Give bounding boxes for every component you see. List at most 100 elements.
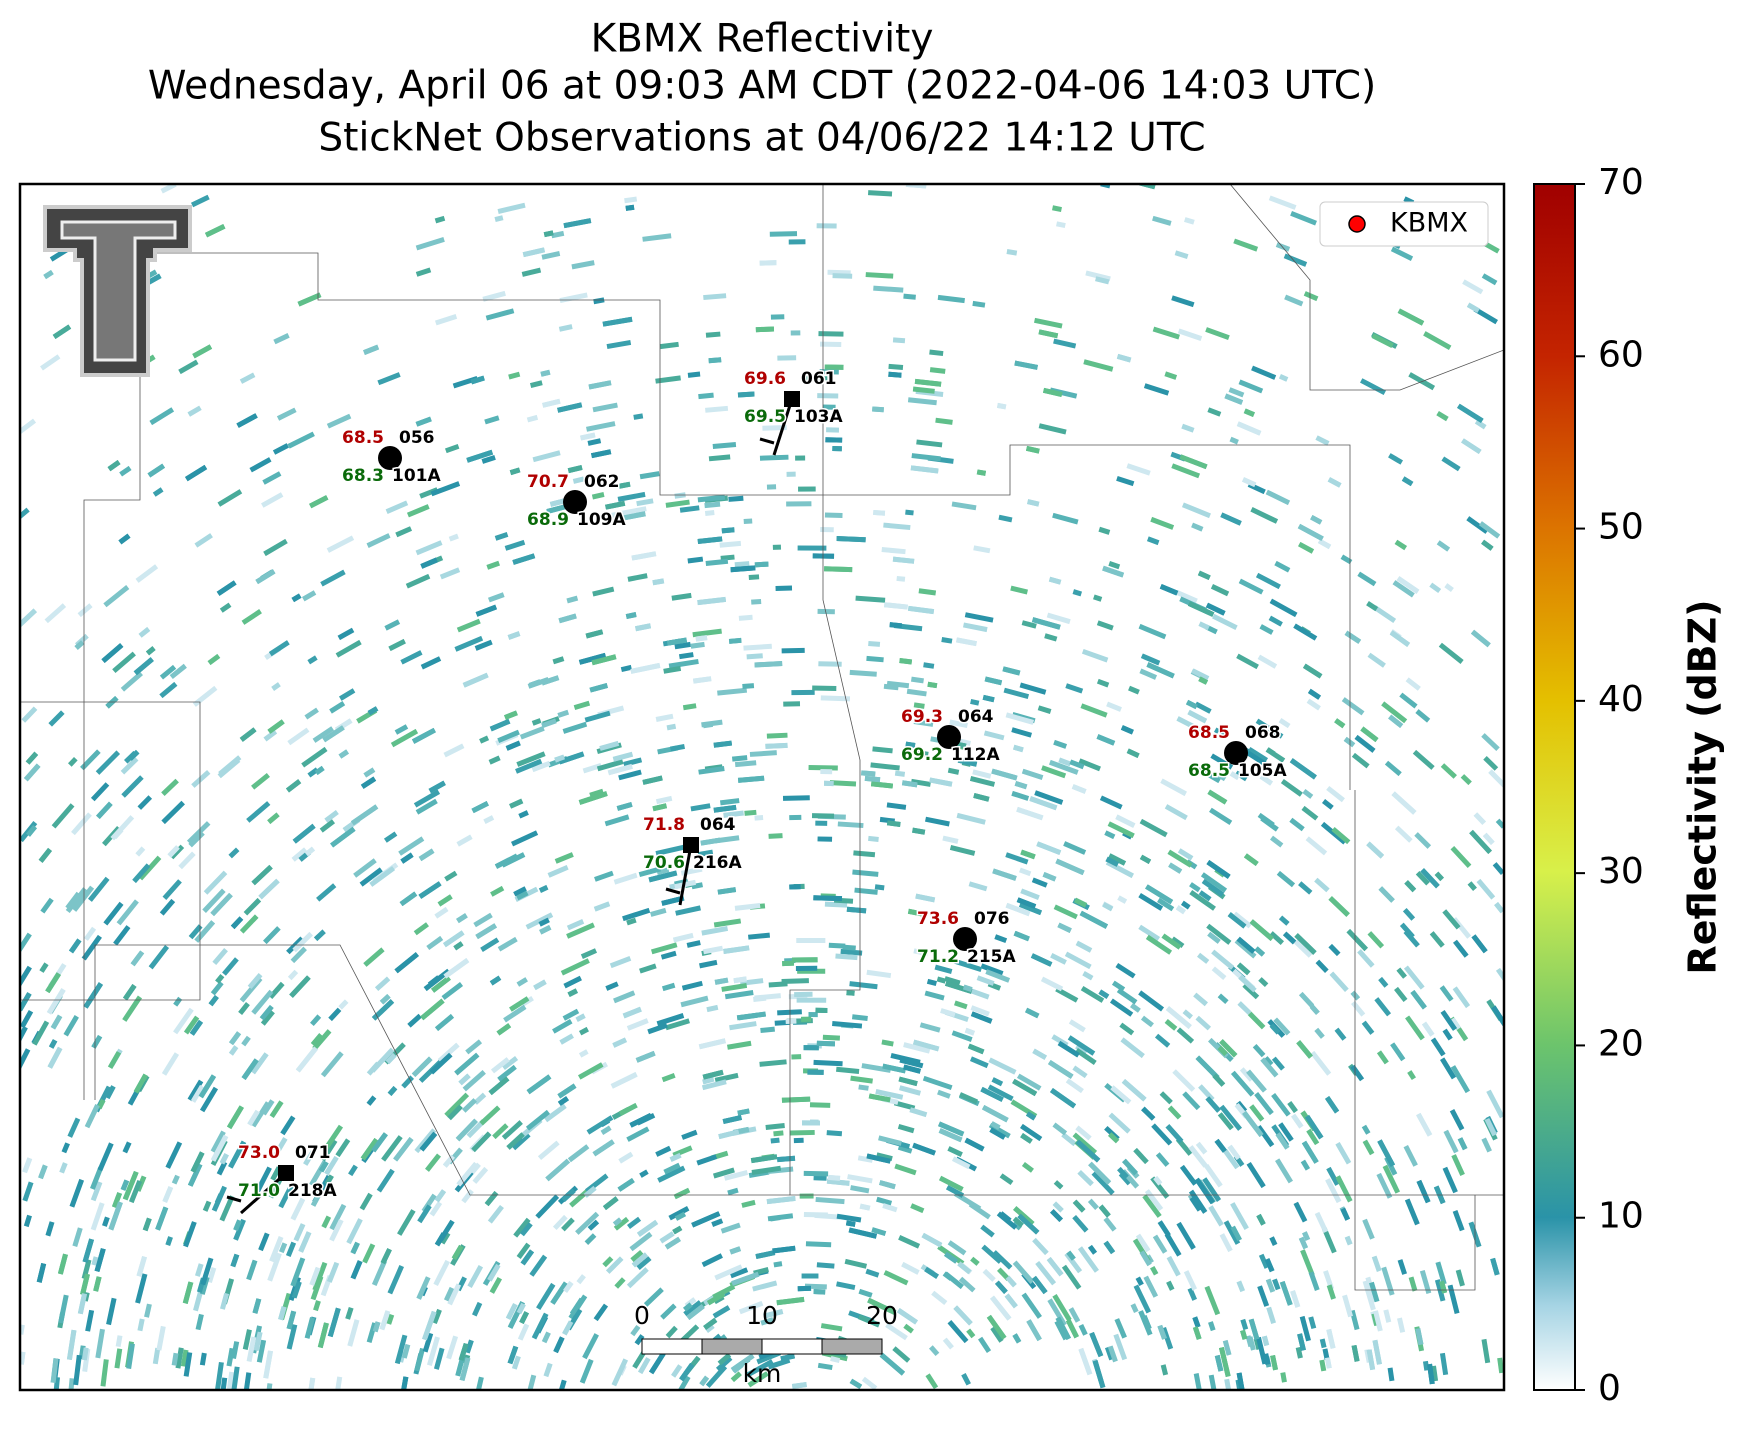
radar-echo — [928, 1345, 940, 1357]
radar-echo — [1107, 821, 1135, 839]
radar-echo — [475, 604, 498, 617]
radar-echo — [454, 1052, 480, 1076]
scale-tick-label: 20 — [866, 1301, 898, 1330]
radar-echo — [558, 751, 585, 765]
radar-echo — [811, 813, 835, 819]
radar-echo — [1109, 998, 1134, 1017]
dewpoint: 68.3 — [342, 466, 384, 486]
radar-echo — [733, 976, 747, 984]
radar-echo — [913, 702, 925, 709]
radar-echo — [434, 1189, 447, 1203]
radar-echo — [20, 418, 37, 437]
radar-echo — [1142, 1194, 1162, 1218]
radar-echo — [991, 768, 1018, 781]
radar-echo — [803, 1045, 819, 1051]
radar-echo — [602, 1196, 619, 1211]
radar-echo — [1315, 959, 1329, 973]
radar-echo — [765, 1122, 785, 1130]
radar-echo — [1245, 1335, 1254, 1348]
colorbar-tick-label: 0 — [1598, 1368, 1621, 1409]
radar-echo — [1263, 1056, 1274, 1067]
radar-echo — [759, 454, 789, 461]
radar-echo — [1164, 804, 1188, 821]
radar-echo — [1227, 912, 1247, 929]
border — [1229, 184, 1504, 391]
radar-echo — [230, 916, 244, 930]
radar-echo — [562, 1320, 574, 1336]
radar-echo — [697, 494, 726, 503]
radar-echo — [929, 349, 944, 357]
radar-echo — [1053, 338, 1077, 349]
radar-echo — [734, 903, 761, 911]
radar-echo — [990, 1295, 1012, 1321]
radar-echo — [286, 1324, 298, 1350]
radar-echo — [1309, 1004, 1320, 1015]
radar-echo — [442, 930, 465, 948]
radar-echo — [1460, 774, 1472, 786]
radar-echo — [1126, 463, 1151, 476]
radar-echo — [575, 1013, 586, 1023]
radar-echo — [1350, 1064, 1365, 1082]
radar-echo — [1050, 953, 1067, 965]
radar-echo — [1416, 1112, 1433, 1137]
radar-echo — [698, 1038, 726, 1050]
radar-echo — [312, 1029, 332, 1051]
radar-echo — [1394, 539, 1408, 551]
radar-echo — [276, 407, 297, 421]
radar-echo — [1390, 246, 1414, 261]
radar-echo — [135, 1273, 148, 1304]
radar-echo — [1029, 796, 1058, 811]
radar-echo — [1246, 1069, 1267, 1093]
radar-echo — [661, 895, 685, 906]
radar-echo — [415, 540, 443, 556]
radar-echo — [931, 1290, 948, 1306]
radar-echo — [433, 1347, 445, 1370]
radar-echo — [1175, 905, 1186, 915]
radar-echo — [1049, 387, 1078, 399]
radar-echo — [1036, 841, 1062, 856]
radar-echo — [1302, 789, 1314, 799]
radar-echo — [1208, 1374, 1218, 1390]
radar-echo — [1139, 668, 1158, 680]
radar-echo — [715, 835, 740, 844]
radar-echo — [1259, 624, 1274, 635]
radar-echo — [872, 406, 884, 413]
radar-echo — [80, 1273, 90, 1296]
radar-echo — [321, 1215, 332, 1229]
radar-echo — [1229, 436, 1239, 445]
radar-echo — [894, 770, 906, 777]
temperature: 71.8 — [643, 815, 685, 835]
radar-echo — [420, 557, 438, 569]
radar-echo — [943, 1251, 959, 1264]
radar-echo — [982, 694, 995, 703]
radar-echo — [1096, 678, 1110, 688]
radar-echo — [873, 509, 886, 516]
radar-echo — [636, 1219, 659, 1237]
radar-echo — [1075, 1139, 1101, 1163]
radar-echo — [1486, 1089, 1504, 1119]
radar-echo — [1296, 1040, 1313, 1059]
wind-barb — [226, 1195, 242, 1203]
radar-echo — [1037, 705, 1052, 714]
radar-echo — [1298, 1236, 1309, 1250]
radar-echo — [1300, 1159, 1311, 1171]
radar-echo — [1278, 373, 1289, 382]
radar-echo — [536, 1282, 556, 1311]
radar-echo — [663, 1162, 681, 1175]
radar-echo — [411, 727, 436, 744]
radar-echo — [1444, 583, 1454, 593]
radar-echo — [700, 837, 721, 846]
radar-echo — [781, 647, 805, 654]
radar-echo — [20, 965, 32, 992]
radar-echo — [940, 1008, 956, 1018]
radar-echo — [144, 1303, 152, 1318]
radar-echo — [1453, 939, 1469, 958]
radar-echo — [1176, 716, 1203, 733]
radar-echo — [20, 1324, 25, 1335]
radar-echo — [951, 1156, 971, 1170]
radar-echo — [1270, 1354, 1279, 1371]
radar-echo — [1268, 615, 1283, 627]
radar-echo — [849, 669, 877, 677]
radar-echo — [513, 886, 527, 897]
